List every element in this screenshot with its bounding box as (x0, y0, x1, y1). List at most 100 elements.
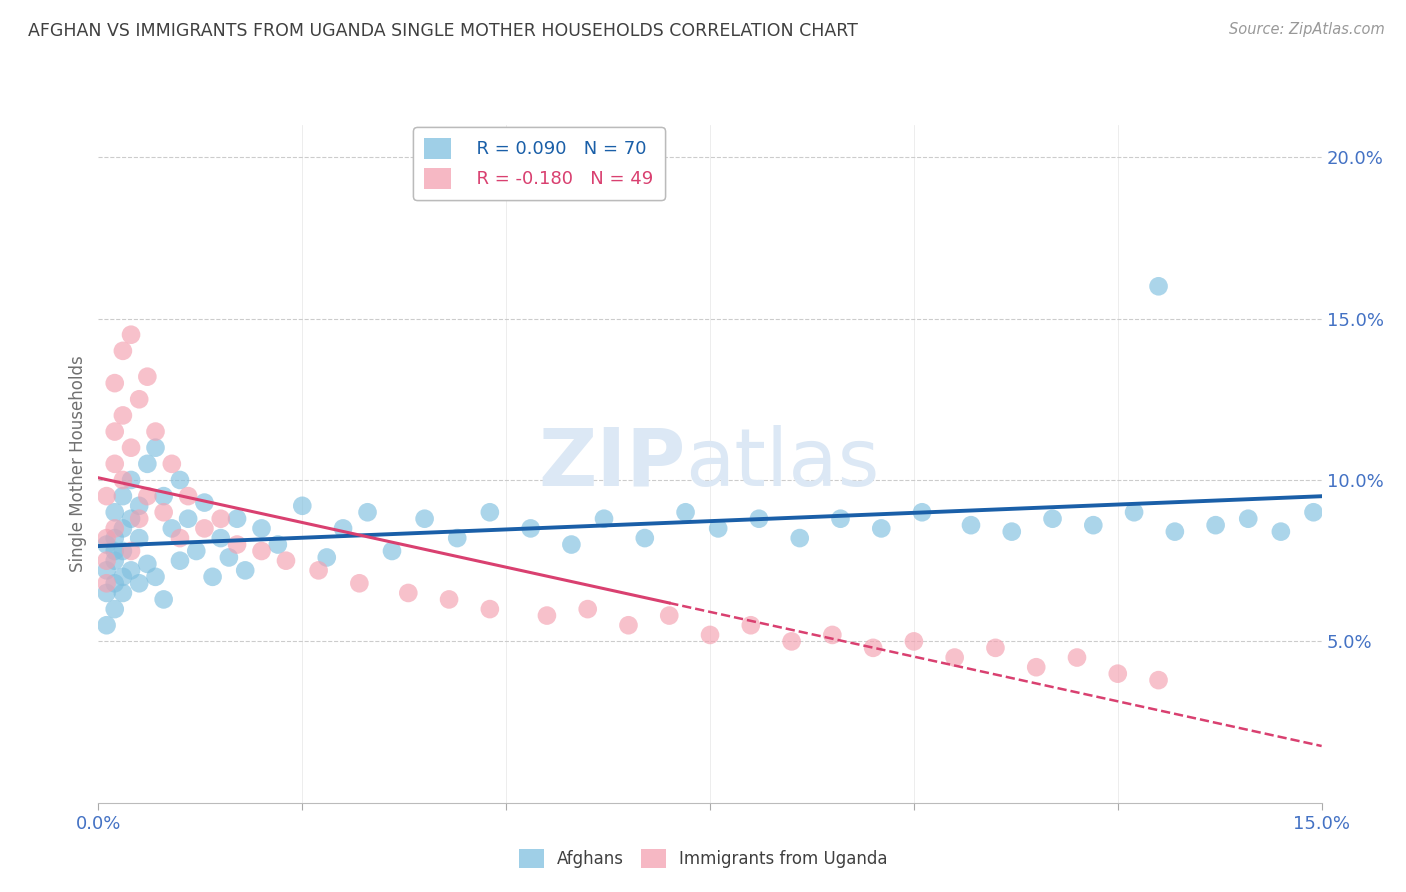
Point (1302, 505, 1324, 519)
Legend:   R = 0.090   N = 70,   R = -0.180   N = 49: R = 0.090 N = 70, R = -0.180 N = 49 (413, 128, 665, 200)
Point (274, 554, 297, 568)
Point (617, 618, 640, 632)
Point (96, 489, 118, 503)
Point (740, 618, 762, 632)
Point (111, 409, 134, 423)
Point (821, 628, 844, 642)
Text: Source: ZipAtlas.com: Source: ZipAtlas.com (1229, 22, 1385, 37)
Point (1025, 660, 1047, 674)
Point (120, 327, 142, 342)
Point (349, 576, 371, 591)
Point (104, 602, 127, 616)
Point (519, 521, 541, 535)
Point (315, 550, 337, 565)
Point (634, 531, 657, 545)
Point (699, 628, 721, 642)
Point (111, 473, 134, 487)
Text: atlas: atlas (686, 425, 880, 503)
Point (1270, 524, 1292, 539)
Point (145, 441, 167, 455)
Point (104, 425, 127, 439)
Text: ZIP: ZIP (538, 425, 686, 503)
Point (136, 457, 159, 471)
Point (478, 602, 501, 616)
Point (903, 634, 925, 648)
Point (1164, 524, 1187, 539)
Point (780, 634, 803, 648)
Point (96, 618, 118, 632)
Point (128, 576, 150, 591)
Point (332, 521, 354, 535)
Point (128, 392, 150, 407)
Point (830, 512, 852, 526)
Point (104, 554, 127, 568)
Point (1001, 524, 1024, 539)
Point (1107, 666, 1129, 681)
Point (748, 512, 770, 526)
Point (576, 602, 599, 616)
Text: AFGHAN VS IMMIGRANTS FROM UGANDA SINGLE MOTHER HOUSEHOLDS CORRELATION CHART: AFGHAN VS IMMIGRANTS FROM UGANDA SINGLE … (28, 22, 858, 40)
Point (291, 499, 314, 513)
Point (1205, 518, 1227, 533)
Point (413, 512, 436, 526)
Point (160, 521, 183, 535)
Point (437, 592, 460, 607)
Point (104, 376, 127, 391)
Point (267, 537, 290, 551)
Point (984, 640, 1007, 655)
Point (152, 592, 174, 607)
Point (145, 570, 167, 584)
Point (593, 512, 616, 526)
Point (233, 563, 256, 577)
Point (120, 441, 142, 455)
Point (1042, 512, 1064, 526)
Point (169, 531, 191, 545)
Point (120, 563, 142, 577)
Point (169, 554, 191, 568)
Point (1083, 518, 1105, 533)
Point (250, 544, 273, 558)
Point (381, 544, 404, 558)
Point (104, 531, 127, 545)
Point (104, 505, 127, 519)
Point (308, 563, 330, 577)
Point (193, 495, 215, 509)
Point (707, 521, 730, 535)
Point (96, 563, 118, 577)
Legend: Afghans, Immigrants from Uganda: Afghans, Immigrants from Uganda (512, 842, 894, 875)
Point (96, 554, 118, 568)
Point (396, 586, 419, 600)
Point (870, 521, 893, 535)
Point (446, 531, 468, 545)
Point (128, 512, 150, 526)
Point (1066, 650, 1088, 665)
Point (111, 544, 134, 558)
Point (96, 586, 118, 600)
Point (478, 505, 501, 519)
Point (1237, 512, 1260, 526)
Point (789, 531, 811, 545)
Point (128, 531, 150, 545)
Point (209, 512, 232, 526)
Point (186, 544, 208, 558)
Point (943, 650, 966, 665)
Point (356, 505, 378, 519)
Point (193, 521, 215, 535)
Point (1123, 505, 1146, 519)
Point (104, 544, 127, 558)
Point (250, 521, 273, 535)
Point (1147, 279, 1170, 293)
Point (911, 505, 934, 519)
Point (96, 531, 118, 545)
Point (145, 425, 167, 439)
Point (226, 537, 249, 551)
Point (120, 473, 142, 487)
Point (152, 505, 174, 519)
Point (111, 570, 134, 584)
Y-axis label: Single Mother Households: Single Mother Households (69, 356, 87, 572)
Point (675, 505, 697, 519)
Point (96, 537, 118, 551)
Point (177, 489, 200, 503)
Point (120, 512, 142, 526)
Point (136, 489, 159, 503)
